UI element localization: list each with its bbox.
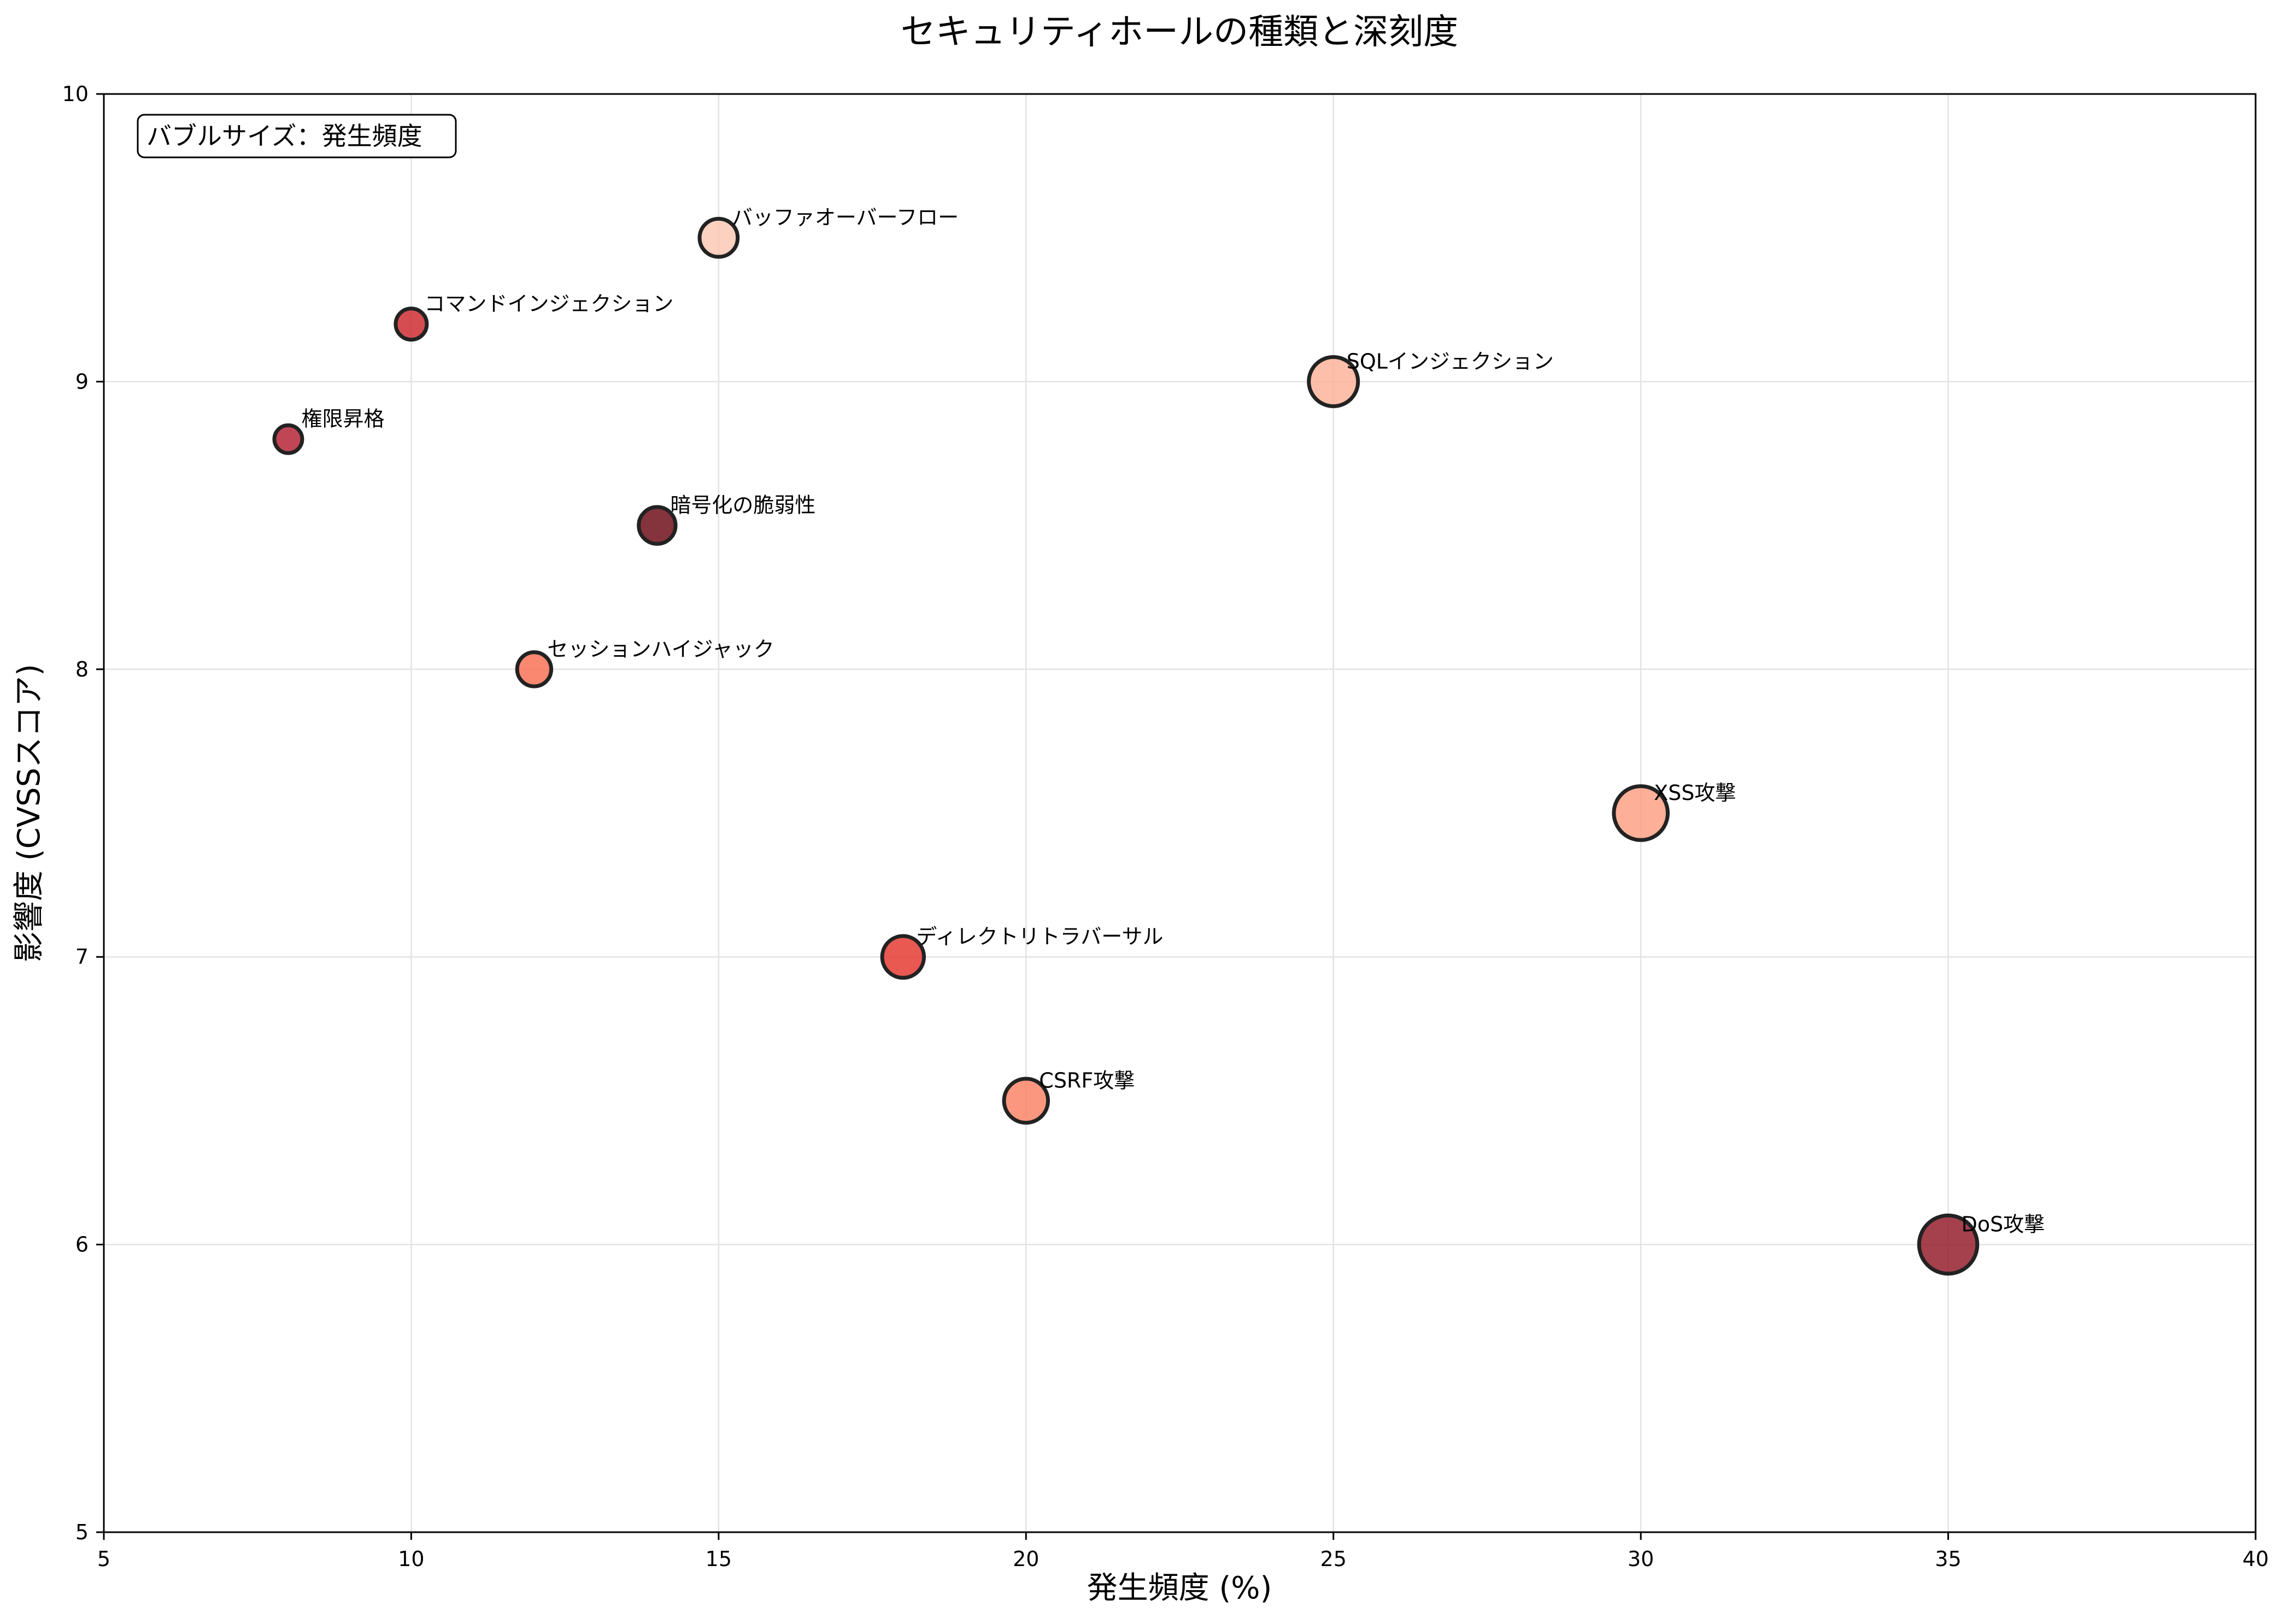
x-tick-label: 15 [706,1547,732,1571]
size-legend-text: バブルサイズ：発生頻度 [146,121,422,151]
bubble-point [1612,784,1670,842]
x-axis-label: 発生頻度 (%) [1087,1570,1272,1606]
y-tick-label: 9 [75,369,89,393]
size-legend-box: バブルサイズ：発生頻度 [137,114,457,158]
plot-frame [103,93,2257,1533]
data-points [272,216,1980,1276]
point-label: XSS攻撃 [1654,781,1736,805]
x-tick-label: 30 [1628,1547,1654,1571]
point-label: 権限昇格 [301,407,384,431]
bubble-point [1917,1213,1980,1276]
bubble-point [394,307,429,342]
x-tick-label: 25 [1320,1547,1347,1571]
bubble-point [272,423,304,455]
bubble-point [697,216,740,259]
x-tick-label: 20 [1013,1547,1039,1571]
y-tick-label: 10 [62,82,89,106]
x-tick-label: 5 [97,1547,110,1571]
bubble-point [637,505,678,546]
point-label: DoS攻撃 [1962,1213,2045,1237]
bubble-point [1307,355,1360,408]
bubble-point [1002,1076,1050,1125]
point-label: コマンドインジェクション [424,292,673,316]
point-label: CSRF攻撃 [1039,1068,1135,1092]
y-axis-ticks: 5 6 7 8 9 10 [62,82,104,1544]
x-tick-label: 40 [2242,1547,2269,1571]
y-tick-label: 8 [75,657,89,681]
y-axis-label: 影響度 (CVSSスコア) [11,664,47,962]
chart-title: セキュリティホールの種類と深刻度 [901,12,1458,52]
point-label: SQLインジェクション [1347,349,1554,373]
point-label: 暗号化の脆弱性 [670,493,815,517]
x-axis-ticks: 5 10 15 20 25 30 35 40 [97,1532,2269,1571]
point-label: ディレクトリトラバーサル [916,925,1163,949]
bubble-point [515,650,554,689]
x-tick-label: 10 [398,1547,424,1571]
bubble-point [880,934,926,980]
size-legend-frame [137,114,457,158]
y-tick-label: 5 [75,1520,89,1544]
y-tick-label: 6 [75,1233,89,1257]
x-tick-label: 35 [1935,1547,1961,1571]
point-label: セッションハイジャック [547,637,774,661]
point-label: バッファオーバーフロー [732,205,959,230]
y-tick-label: 7 [75,945,89,969]
